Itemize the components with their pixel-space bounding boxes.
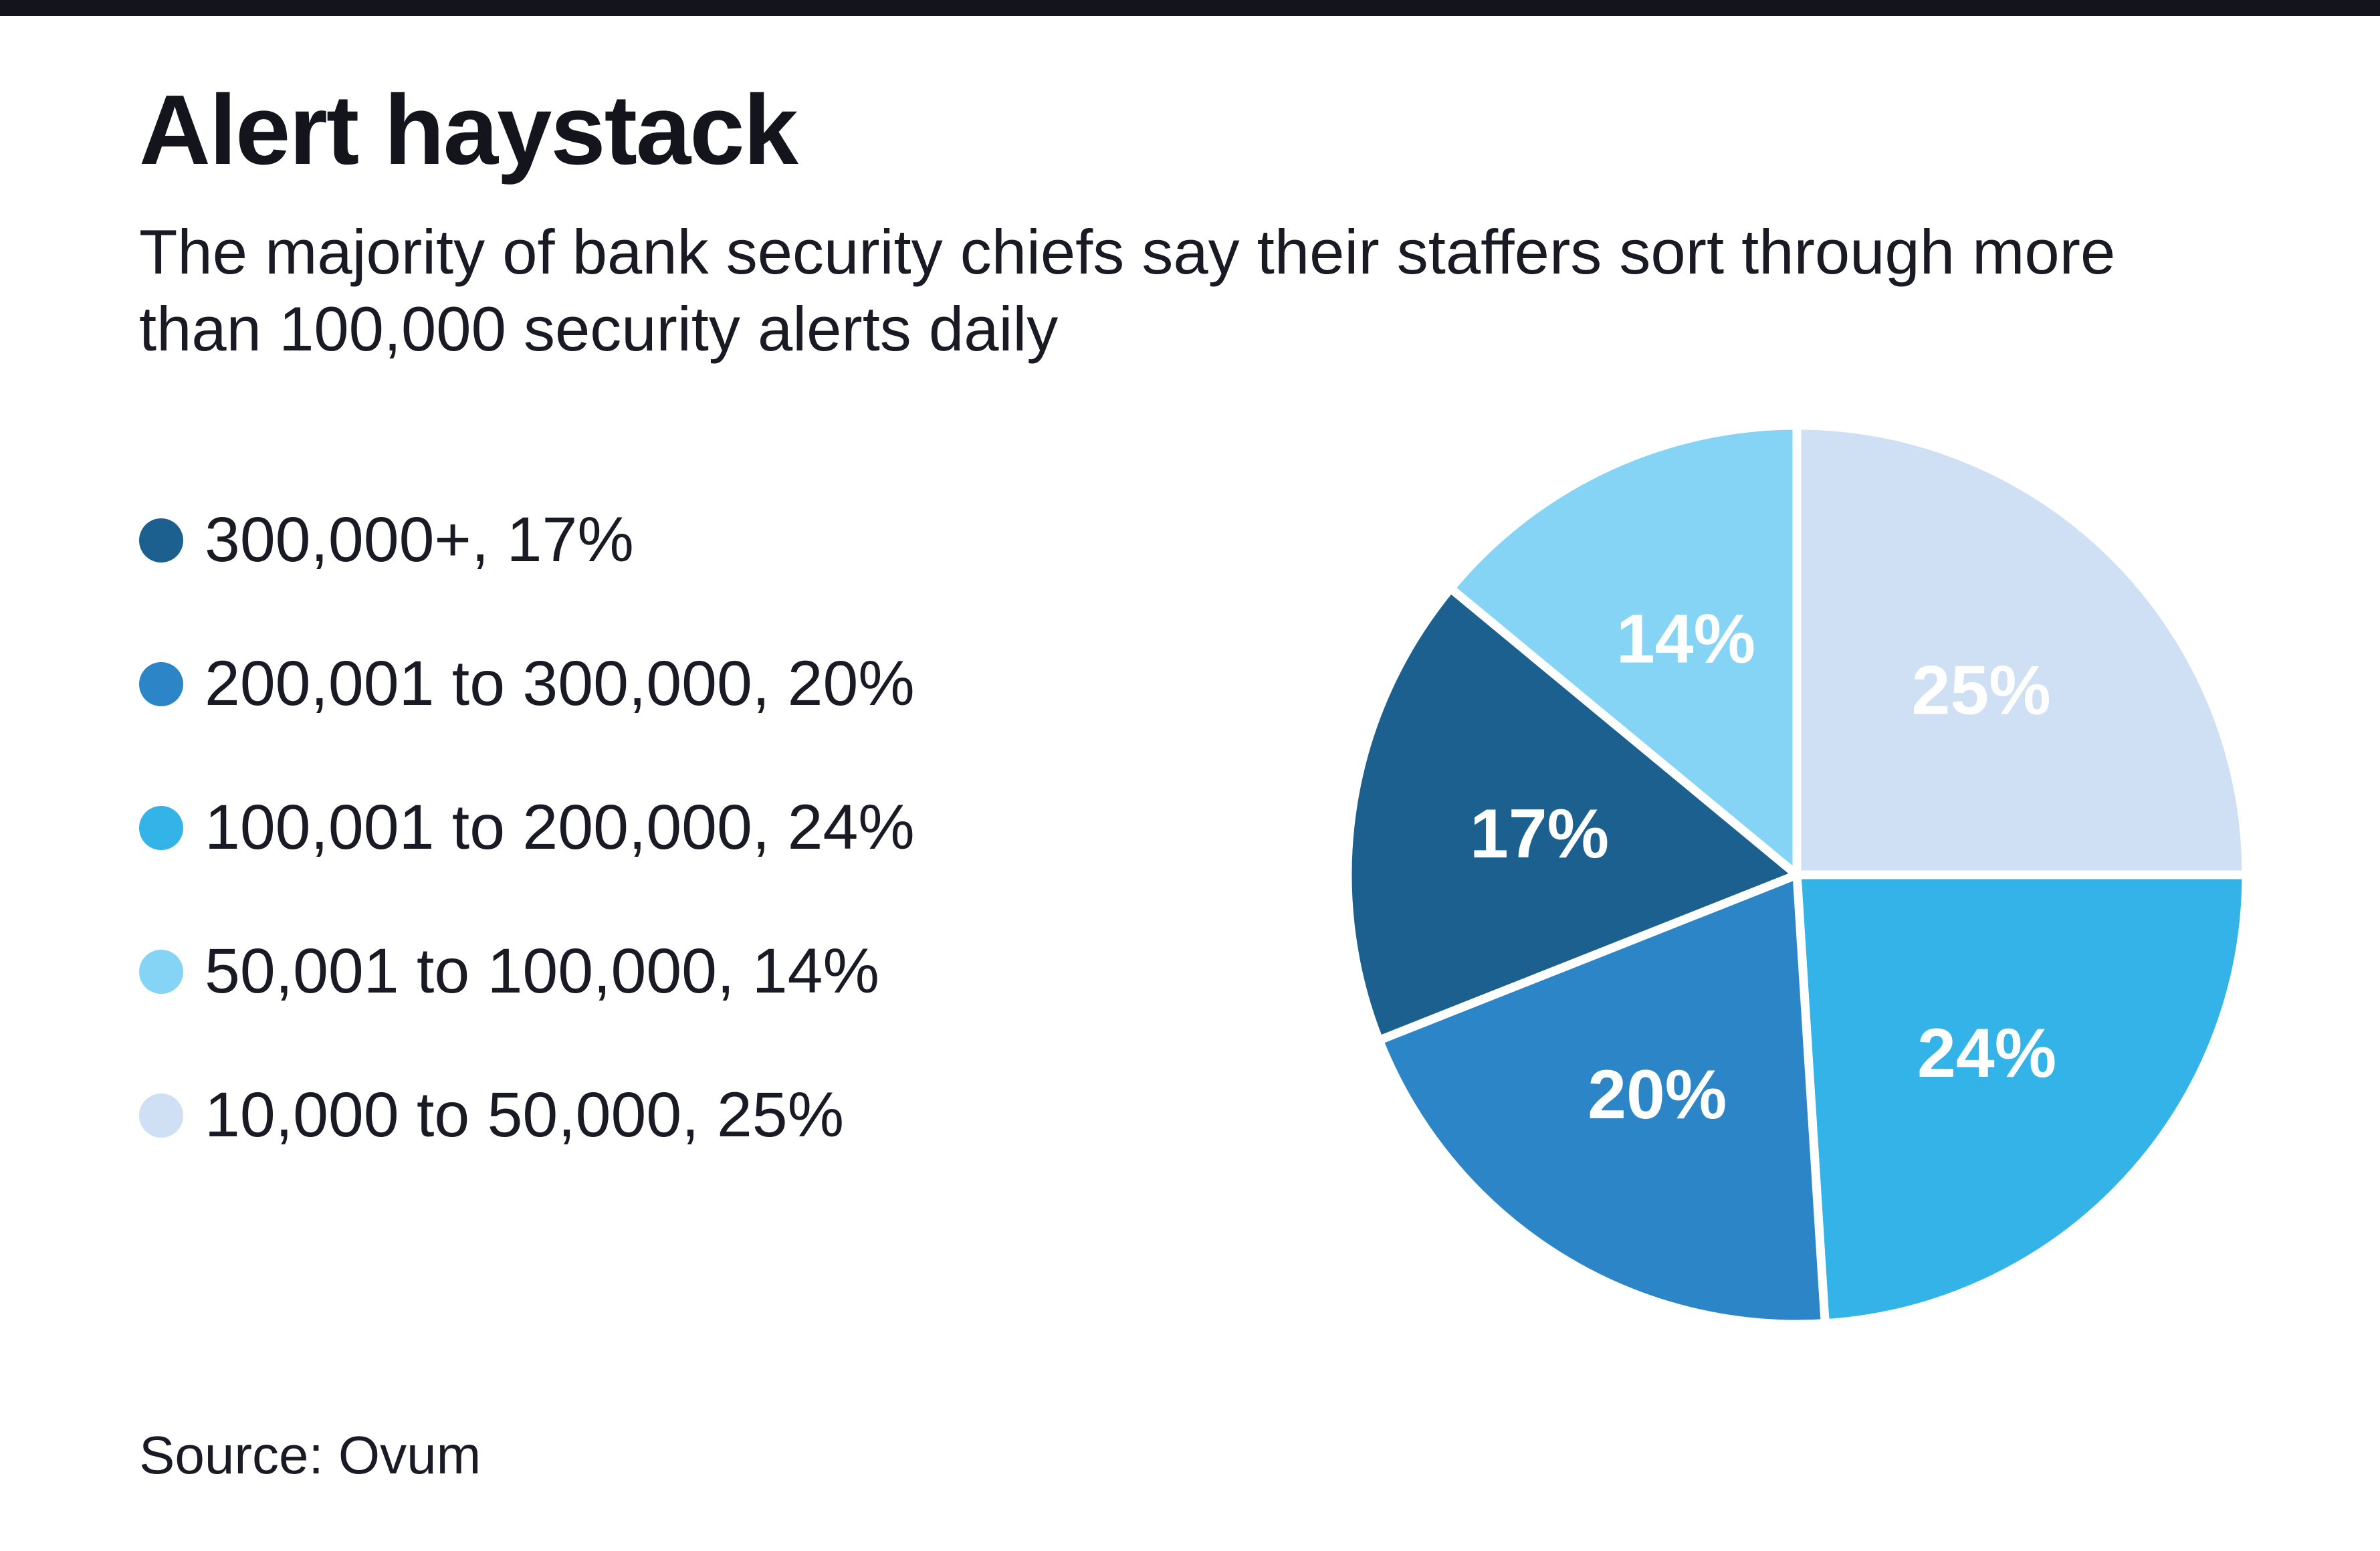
pie-slice-label: 17% bbox=[1470, 795, 1609, 873]
pie-chart-svg: 25% 24% 20% 17% 14% bbox=[1343, 421, 2251, 1329]
pie-slice bbox=[1792, 421, 2251, 880]
top-accent-bar bbox=[0, 0, 2380, 16]
chart-legend: 300,000+, 17% 200,001 to 300,000, 20% 10… bbox=[139, 468, 915, 1187]
legend-dot bbox=[139, 661, 183, 706]
legend-label: 50,001 to 100,000, 14% bbox=[205, 936, 879, 1007]
legend-dot bbox=[139, 1093, 183, 1138]
legend-dot bbox=[139, 949, 183, 994]
pie-chart: 25% 24% 20% 17% 14% bbox=[1329, 407, 2265, 1343]
legend-label: 300,000+, 17% bbox=[205, 504, 634, 575]
legend-item: 300,000+, 17% bbox=[139, 468, 915, 612]
pie-slice bbox=[1792, 870, 2251, 1328]
legend-label: 200,001 to 300,000, 20% bbox=[205, 648, 915, 719]
legend-item: 100,001 to 200,000, 24% bbox=[139, 756, 915, 900]
pie-slice bbox=[1343, 584, 1802, 1045]
legend-dot bbox=[139, 805, 183, 850]
pie-slice bbox=[1446, 421, 1802, 880]
legend-label: 10,000 to 50,000, 25% bbox=[205, 1079, 845, 1150]
legend-label: 100,001 to 200,000, 24% bbox=[205, 792, 915, 863]
legend-item: 50,001 to 100,000, 14% bbox=[139, 900, 915, 1043]
legend-dot bbox=[139, 518, 183, 562]
pie-slice-label: 20% bbox=[1588, 1056, 1727, 1134]
pie-slice-label: 24% bbox=[1917, 1015, 2056, 1092]
pie-slice-label: 14% bbox=[1616, 600, 1755, 678]
pie-slice-label: 25% bbox=[1912, 651, 2051, 729]
pie-slice bbox=[1374, 870, 1830, 1329]
page-title: Alert haystack bbox=[139, 75, 798, 185]
legend-item: 10,000 to 50,000, 25% bbox=[139, 1043, 915, 1187]
source-credit: Source: Ovum bbox=[139, 1425, 481, 1485]
legend-item: 200,001 to 300,000, 20% bbox=[139, 612, 915, 756]
page-subtitle: The majority of bank security chiefs say… bbox=[139, 217, 2116, 364]
